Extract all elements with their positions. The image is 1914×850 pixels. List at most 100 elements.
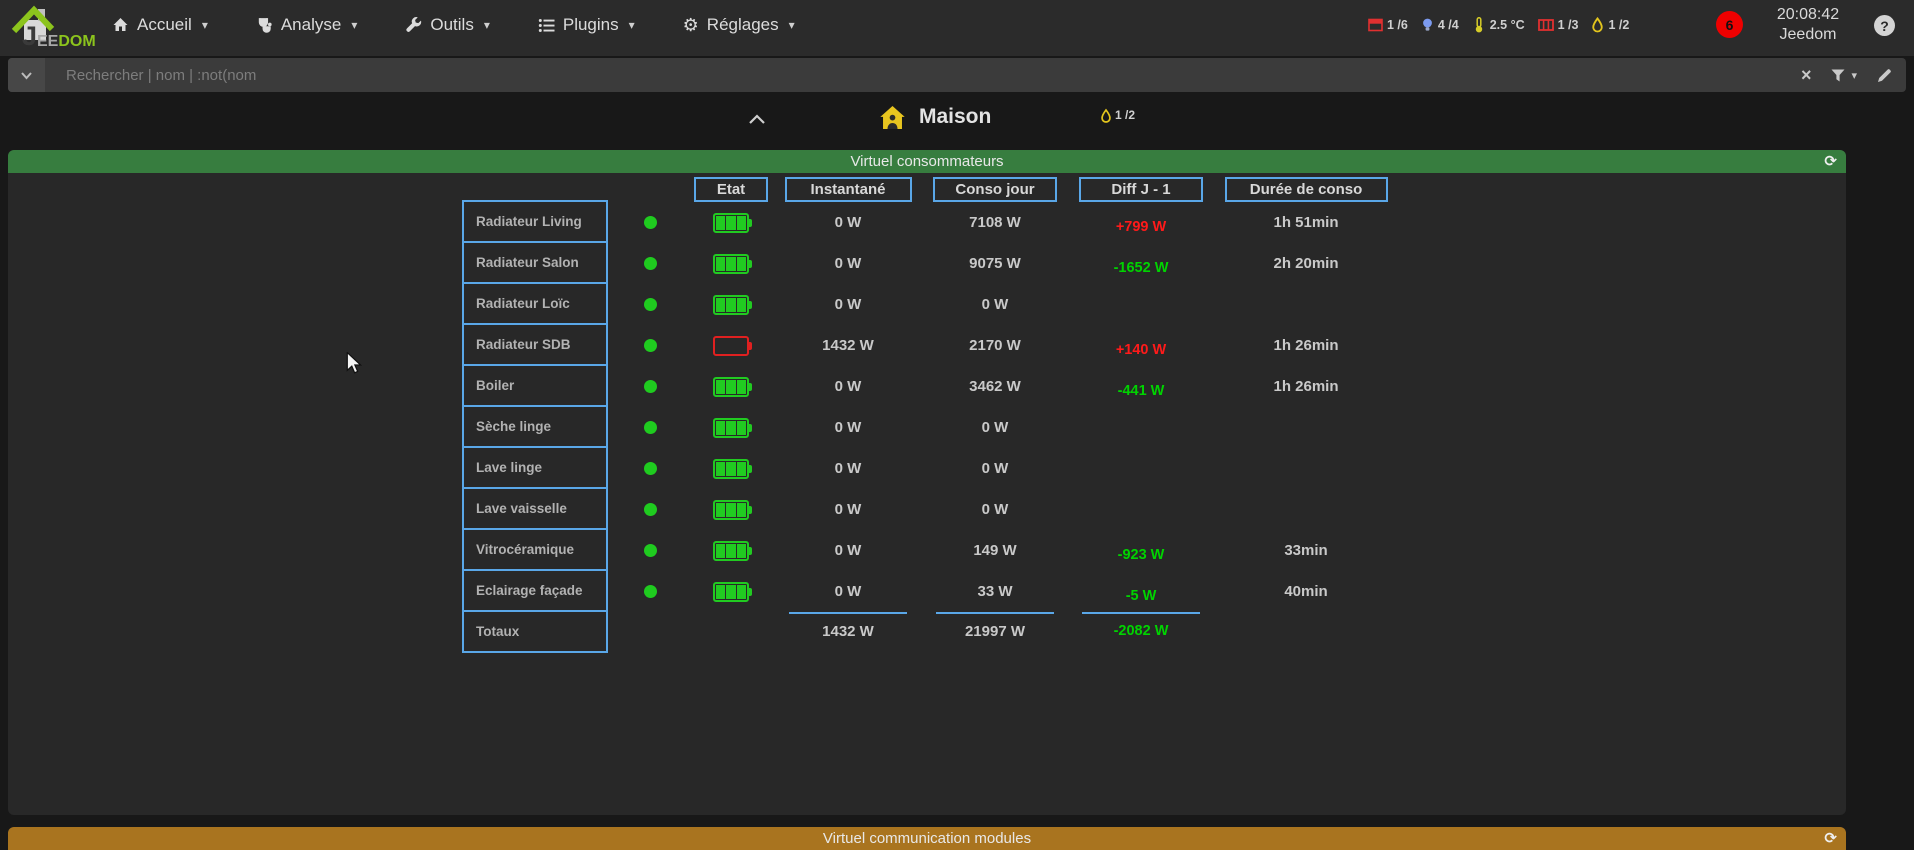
edit-icon[interactable] [1877, 68, 1892, 83]
device-label[interactable]: Radiateur Loïc [462, 282, 608, 325]
instant-value: 0 W [770, 243, 926, 284]
device-label[interactable]: Vitrocéramique [462, 528, 608, 571]
clear-search-icon[interactable]: × [1801, 66, 1812, 84]
diff-value [1064, 448, 1218, 489]
menu-analyse[interactable]: Analyse ▾ [256, 15, 358, 35]
conso-jour-value: 0 W [926, 407, 1064, 448]
top-navbar: J EEDOM Accueil ▾ Analyse ▾ Outils ▾ [0, 0, 1914, 56]
totals-row: Totaux 1432 W 21997 W -2082 W [462, 612, 1394, 653]
device-label[interactable]: Boiler [462, 364, 608, 407]
status-shutter[interactable]: 1 /6 [1368, 18, 1408, 32]
home-icon [112, 17, 129, 33]
totals-diff-value: -2082 W [1064, 612, 1218, 653]
search-scope-toggle[interactable] [8, 58, 45, 92]
menu-reglages[interactable]: ⚙ Réglages ▾ [683, 15, 795, 35]
status-window[interactable]: 1 /3 [1538, 18, 1579, 32]
status-temperature[interactable]: 2.5 °C [1472, 17, 1525, 33]
bulb-icon [1421, 18, 1434, 33]
duration-value: 1h 26min [1218, 366, 1394, 407]
status-value: 1 /2 [1608, 18, 1629, 32]
battery-icon [713, 254, 749, 274]
diff-value: -441 W [1064, 366, 1218, 407]
device-label[interactable]: Eclairage façade [462, 569, 608, 612]
conso-jour-value: 0 W [926, 489, 1064, 530]
clock-block: 20:08:42 Jeedom [1762, 5, 1854, 45]
diff-value: -1652 W [1064, 243, 1218, 284]
battery-icon [713, 213, 749, 233]
collapse-section-button[interactable] [748, 112, 766, 130]
menu-label: Accueil [137, 15, 192, 35]
menu-label: Analyse [281, 15, 341, 35]
duration-value [1218, 489, 1394, 530]
notification-badge[interactable]: 6 [1716, 11, 1743, 38]
instant-value: 1432 W [770, 325, 926, 366]
search-input[interactable] [48, 58, 1786, 92]
diff-value: +140 W [1064, 325, 1218, 366]
list-icon [538, 18, 555, 33]
menu-plugins[interactable]: Plugins ▾ [538, 15, 635, 35]
conso-jour-value: 33 W [926, 571, 1064, 612]
svg-text:J: J [22, 21, 37, 50]
wrench-icon [405, 17, 422, 34]
duration-value [1218, 448, 1394, 489]
duration-value: 1h 26min [1218, 325, 1394, 366]
diff-value [1064, 407, 1218, 448]
drop-icon [1591, 17, 1604, 33]
chevron-down-icon [20, 71, 33, 80]
svg-text:EEDOM: EEDOM [37, 33, 96, 50]
refresh-icon[interactable]: ⟳ [1824, 829, 1837, 848]
status-light[interactable]: 4 /4 [1421, 18, 1459, 33]
diff-value [1064, 284, 1218, 325]
chevron-down-icon: ▾ [202, 18, 208, 32]
menu-accueil[interactable]: Accueil ▾ [112, 15, 208, 35]
instant-value: 0 W [770, 202, 926, 243]
drop-icon [1100, 108, 1112, 124]
filter-icon[interactable]: ▾ [1831, 69, 1857, 82]
status-humidity[interactable]: 1 /2 [1591, 17, 1629, 33]
device-label[interactable]: Radiateur SDB [462, 323, 608, 366]
instant-value: 0 W [770, 407, 926, 448]
instant-value: 0 W [770, 571, 926, 612]
stethoscope-icon [256, 17, 273, 34]
battery-icon [713, 295, 749, 315]
table-row: Eclairage façade 0 W 33 W -5 W 40min [462, 571, 1394, 612]
table-row: Radiateur Living 0 W 7108 W +799 W 1h 51… [462, 202, 1394, 243]
shutter-icon [1368, 18, 1383, 32]
diff-value [1064, 489, 1218, 530]
diff-value: +799 W [1064, 202, 1218, 243]
menu-outils[interactable]: Outils ▾ [405, 15, 490, 35]
duration-value [1218, 284, 1394, 325]
consumers-widget-title: Virtuel consommateurs [850, 153, 1003, 170]
consumers-widget: Virtuel consommateurs ⟳ Etat Instantané … [8, 150, 1846, 815]
status-dot-icon [644, 585, 657, 598]
chevron-up-icon [748, 114, 766, 125]
search-actions: × ▾ [1801, 58, 1892, 92]
help-icon[interactable]: ? [1874, 15, 1895, 36]
conso-jour-value: 0 W [926, 448, 1064, 489]
modules-widget-header: Virtuel communication modules ⟳ [8, 827, 1846, 850]
totals-instant-value: 1432 W [770, 612, 926, 653]
status-dot-icon [644, 462, 657, 475]
gear-icon: ⚙ [683, 16, 699, 34]
table-header-row: Etat Instantané Conso jour Diff J - 1 Du… [462, 177, 1394, 202]
battery-icon [713, 377, 749, 397]
column-header-diff: Diff J - 1 [1079, 177, 1203, 202]
device-label[interactable]: Lave vaisselle [462, 487, 608, 530]
main-menu: Accueil ▾ Analyse ▾ Outils ▾ Plugins ▾ [112, 0, 795, 50]
device-label[interactable]: Radiateur Salon [462, 241, 608, 284]
table-row: Radiateur SDB 1432 W 2170 W +140 W 1h 26… [462, 325, 1394, 366]
battery-icon [713, 582, 749, 602]
conso-jour-value: 9075 W [926, 243, 1064, 284]
modules-widget-title: Virtuel communication modules [823, 830, 1031, 847]
device-label[interactable]: Sèche linge [462, 405, 608, 448]
device-label[interactable]: Radiateur Living [462, 200, 608, 243]
diff-value: -5 W [1064, 571, 1218, 612]
battery-icon [713, 336, 749, 356]
refresh-icon[interactable]: ⟳ [1824, 152, 1837, 171]
conso-jour-value: 0 W [926, 284, 1064, 325]
instant-value: 0 W [770, 366, 926, 407]
device-label[interactable]: Lave linge [462, 446, 608, 489]
duration-value: 40min [1218, 571, 1394, 612]
conso-jour-value: 149 W [926, 530, 1064, 571]
chevron-down-icon: ▾ [351, 18, 357, 32]
